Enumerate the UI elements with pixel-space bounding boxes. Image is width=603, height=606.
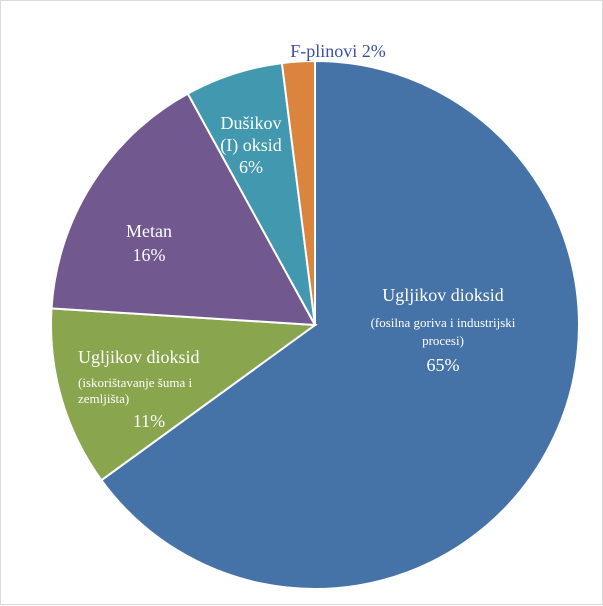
- slice-label-1-line-1: (iskorištavanje šuma i: [78, 375, 192, 390]
- slice-label-0-line-2: procesi): [422, 333, 464, 348]
- slice-label-2-line-0: Metan: [126, 221, 172, 241]
- slice-label-group-4: F-plinovi 2%: [290, 41, 386, 61]
- slice-percent-1: 11%: [133, 411, 165, 431]
- slice-label-1-line-2: zemljišta): [78, 391, 129, 406]
- slice-label-1-line-0: Ugljikov dioksid: [78, 347, 200, 367]
- slice-label-group-2: Metan 16%: [126, 221, 172, 265]
- slice-label-group-1: Ugljikov dioksid (iskorištavanje šuma ize…: [78, 347, 200, 431]
- labels-layer: Ugljikov dioksid (fosilna goriva i indust…: [78, 41, 516, 431]
- pie-slice-1: [50, 307, 318, 482]
- slice-label-3-line-1: (I) oksid: [220, 135, 282, 156]
- slices-layer: [50, 59, 580, 590]
- slice-label-3-line-0: Dušikov: [220, 113, 281, 133]
- pie-slice-2: [50, 92, 317, 327]
- pie-slice-4: [280, 59, 316, 326]
- slice-percent-0: 65%: [427, 355, 460, 375]
- slice-label-group-0: Ugljikov dioksid (fosilna goriva i indust…: [371, 285, 516, 375]
- pie-slice-0: [100, 59, 580, 590]
- slice-percent-3: 6%: [239, 157, 263, 177]
- slice-label-0-line-0: Ugljikov dioksid: [382, 285, 504, 305]
- slice-label-0-line-1: (fosilna goriva i industrijski: [371, 315, 516, 330]
- slice-label-4: F-plinovi 2%: [290, 41, 386, 61]
- slice-percent-2: 16%: [133, 245, 166, 265]
